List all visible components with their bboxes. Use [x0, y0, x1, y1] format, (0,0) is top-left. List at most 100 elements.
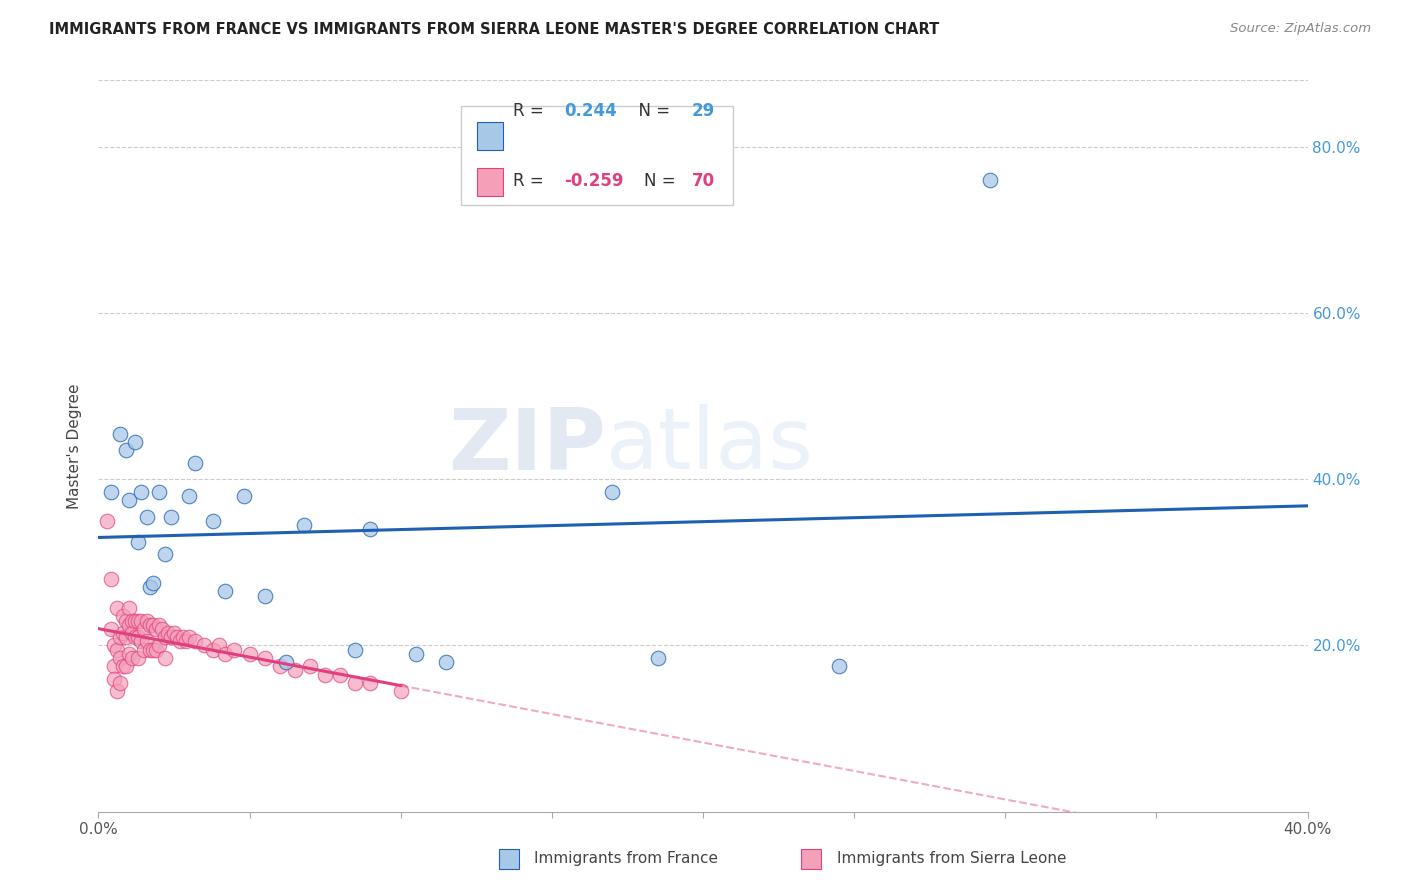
Point	[172, 630, 194, 644]
Point	[135, 634, 157, 648]
Point	[202, 642, 225, 657]
Point	[103, 639, 125, 653]
Point	[105, 601, 128, 615]
Point	[214, 584, 236, 599]
Point	[103, 659, 125, 673]
Point	[139, 617, 162, 632]
Point	[184, 634, 207, 648]
Point	[153, 651, 176, 665]
Point	[153, 630, 176, 644]
Point	[434, 655, 457, 669]
Point	[647, 651, 669, 665]
Point	[299, 659, 322, 673]
Point	[828, 659, 851, 673]
Point	[179, 489, 201, 503]
Point	[153, 547, 176, 561]
Point	[145, 622, 167, 636]
Point	[121, 626, 143, 640]
Point	[139, 580, 162, 594]
Point	[118, 601, 141, 615]
Point	[129, 614, 152, 628]
Point	[124, 630, 146, 644]
Text: N =: N =	[644, 172, 681, 190]
Point	[142, 576, 165, 591]
Point	[121, 614, 143, 628]
FancyBboxPatch shape	[477, 168, 503, 196]
Point	[100, 572, 122, 586]
Point	[148, 617, 170, 632]
Point	[108, 426, 131, 441]
Text: Source: ZipAtlas.com: Source: ZipAtlas.com	[1230, 22, 1371, 36]
Point	[129, 484, 152, 499]
Point	[118, 493, 141, 508]
FancyBboxPatch shape	[461, 106, 734, 204]
Point	[142, 617, 165, 632]
Text: Immigrants from Sierra Leone: Immigrants from Sierra Leone	[837, 851, 1066, 865]
Point	[127, 534, 149, 549]
FancyBboxPatch shape	[477, 122, 503, 150]
Point	[108, 676, 131, 690]
Point	[127, 614, 149, 628]
Point	[114, 614, 136, 628]
Point	[118, 647, 141, 661]
Point	[224, 642, 246, 657]
Point	[145, 642, 167, 657]
Point	[114, 443, 136, 458]
Point	[163, 626, 186, 640]
Point	[127, 630, 149, 644]
Point	[239, 647, 262, 661]
Point	[602, 484, 624, 499]
Text: R =: R =	[513, 172, 550, 190]
Point	[269, 659, 291, 673]
Text: 70: 70	[692, 172, 716, 190]
Point	[179, 630, 201, 644]
Point	[129, 634, 152, 648]
Point	[274, 655, 297, 669]
Point	[156, 626, 179, 640]
Point	[127, 651, 149, 665]
Point	[314, 667, 336, 681]
Text: 29: 29	[692, 102, 716, 120]
Point	[214, 647, 236, 661]
Point	[232, 489, 254, 503]
Text: IMMIGRANTS FROM FRANCE VS IMMIGRANTS FROM SIERRA LEONE MASTER'S DEGREE CORRELATI: IMMIGRANTS FROM FRANCE VS IMMIGRANTS FRO…	[49, 22, 939, 37]
Point	[148, 639, 170, 653]
Y-axis label: Master's Degree: Master's Degree	[67, 384, 83, 508]
Text: N =: N =	[628, 102, 675, 120]
Point	[202, 514, 225, 528]
Point	[344, 676, 367, 690]
Point	[208, 639, 231, 653]
Point	[105, 642, 128, 657]
Point	[108, 651, 131, 665]
Text: Immigrants from France: Immigrants from France	[534, 851, 718, 865]
Text: atlas: atlas	[606, 404, 814, 488]
Point	[148, 484, 170, 499]
Point	[184, 456, 207, 470]
Text: -0.259: -0.259	[564, 172, 623, 190]
Point	[124, 614, 146, 628]
Point	[292, 518, 315, 533]
Point	[103, 672, 125, 686]
Text: R =: R =	[513, 102, 550, 120]
Point	[114, 659, 136, 673]
Point	[360, 676, 382, 690]
Point	[111, 659, 134, 673]
Point	[139, 642, 162, 657]
Point	[111, 609, 134, 624]
Point	[105, 684, 128, 698]
Point	[135, 509, 157, 524]
Point	[169, 634, 191, 648]
Point	[329, 667, 352, 681]
Point	[360, 522, 382, 536]
Text: 0.244: 0.244	[564, 102, 617, 120]
Point	[160, 630, 183, 644]
Point	[100, 622, 122, 636]
Point	[344, 642, 367, 657]
Point	[150, 622, 173, 636]
Point	[118, 617, 141, 632]
Point	[253, 651, 276, 665]
Point	[132, 622, 155, 636]
Point	[166, 630, 188, 644]
Point	[100, 484, 122, 499]
Point	[253, 589, 276, 603]
